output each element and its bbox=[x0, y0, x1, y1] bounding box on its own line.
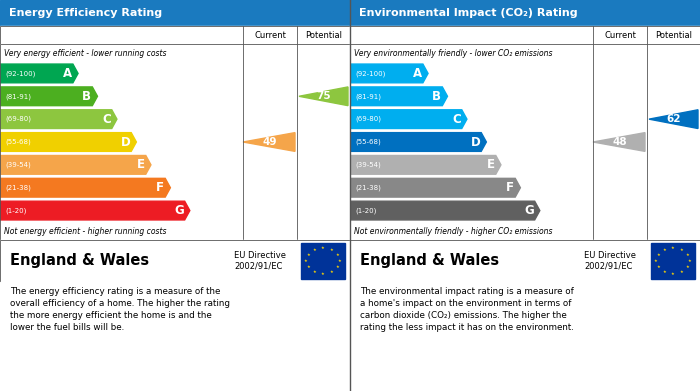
Text: ★: ★ bbox=[654, 259, 658, 263]
Text: England & Wales: England & Wales bbox=[360, 253, 500, 269]
Text: G: G bbox=[174, 204, 183, 217]
Text: The environmental impact rating is a measure of
a home's impact on the environme: The environmental impact rating is a mea… bbox=[360, 287, 575, 332]
Text: ★: ★ bbox=[663, 248, 666, 252]
Polygon shape bbox=[0, 110, 117, 129]
Text: ★: ★ bbox=[321, 272, 325, 276]
Text: B: B bbox=[83, 90, 91, 103]
Text: ★: ★ bbox=[304, 259, 308, 263]
Text: Very energy efficient - lower running costs: Very energy efficient - lower running co… bbox=[4, 48, 167, 57]
Text: Current: Current bbox=[254, 30, 286, 39]
Polygon shape bbox=[350, 110, 467, 129]
Text: ★: ★ bbox=[330, 248, 333, 252]
Polygon shape bbox=[0, 156, 151, 174]
Text: (92-100): (92-100) bbox=[5, 70, 36, 77]
Bar bbox=[651, 243, 694, 279]
Text: 49: 49 bbox=[262, 137, 277, 147]
Text: (39-54): (39-54) bbox=[355, 161, 381, 168]
Polygon shape bbox=[0, 178, 170, 197]
Text: ★: ★ bbox=[680, 248, 683, 252]
Text: A: A bbox=[413, 67, 422, 80]
Text: Very environmentally friendly - lower CO₂ emissions: Very environmentally friendly - lower CO… bbox=[354, 48, 552, 57]
Polygon shape bbox=[0, 201, 190, 220]
Polygon shape bbox=[0, 64, 78, 83]
Polygon shape bbox=[649, 110, 698, 129]
Text: (1-20): (1-20) bbox=[5, 207, 27, 214]
Text: (69-80): (69-80) bbox=[5, 116, 31, 122]
Text: E: E bbox=[136, 158, 145, 171]
Text: ★: ★ bbox=[330, 270, 333, 274]
Text: ★: ★ bbox=[663, 270, 666, 274]
Text: ★: ★ bbox=[685, 253, 690, 257]
Text: The energy efficiency rating is a measure of the
overall efficiency of a home. T: The energy efficiency rating is a measur… bbox=[10, 287, 230, 332]
Text: ★: ★ bbox=[671, 246, 675, 250]
Text: ★: ★ bbox=[313, 270, 316, 274]
Polygon shape bbox=[350, 133, 486, 151]
Text: (92-100): (92-100) bbox=[355, 70, 386, 77]
Text: 75: 75 bbox=[316, 91, 331, 101]
Text: (21-38): (21-38) bbox=[355, 185, 381, 191]
Text: ★: ★ bbox=[335, 265, 340, 269]
Polygon shape bbox=[243, 133, 295, 151]
Text: C: C bbox=[102, 113, 111, 126]
Text: D: D bbox=[120, 136, 130, 149]
Text: B: B bbox=[433, 90, 441, 103]
Text: A: A bbox=[63, 67, 72, 80]
Text: 48: 48 bbox=[612, 137, 627, 147]
Text: (39-54): (39-54) bbox=[5, 161, 31, 168]
Text: Not environmentally friendly - higher CO₂ emissions: Not environmentally friendly - higher CO… bbox=[354, 226, 552, 235]
Text: (21-38): (21-38) bbox=[5, 185, 31, 191]
Text: G: G bbox=[524, 204, 533, 217]
Polygon shape bbox=[299, 87, 348, 106]
Polygon shape bbox=[0, 133, 136, 151]
Text: ★: ★ bbox=[307, 253, 310, 257]
Text: (55-68): (55-68) bbox=[5, 139, 31, 145]
Text: (81-91): (81-91) bbox=[355, 93, 381, 100]
Text: E: E bbox=[486, 158, 495, 171]
Text: Environmental Impact (CO₂) Rating: Environmental Impact (CO₂) Rating bbox=[358, 8, 578, 18]
Text: ★: ★ bbox=[685, 265, 690, 269]
Text: ★: ★ bbox=[657, 253, 660, 257]
Text: (55-68): (55-68) bbox=[355, 139, 381, 145]
Text: Energy Efficiency Rating: Energy Efficiency Rating bbox=[8, 8, 162, 18]
Text: ★: ★ bbox=[321, 246, 325, 250]
Text: Current: Current bbox=[604, 30, 636, 39]
Polygon shape bbox=[0, 87, 97, 106]
Text: ★: ★ bbox=[657, 265, 660, 269]
Text: ★: ★ bbox=[680, 270, 683, 274]
Text: England & Wales: England & Wales bbox=[10, 253, 150, 269]
Text: D: D bbox=[470, 136, 480, 149]
Text: ★: ★ bbox=[688, 259, 692, 263]
Text: ★: ★ bbox=[307, 265, 310, 269]
Text: (1-20): (1-20) bbox=[355, 207, 377, 214]
Text: F: F bbox=[156, 181, 164, 194]
Text: ★: ★ bbox=[313, 248, 316, 252]
Text: 62: 62 bbox=[666, 114, 680, 124]
Text: Not energy efficient - higher running costs: Not energy efficient - higher running co… bbox=[4, 226, 167, 235]
Text: ★: ★ bbox=[335, 253, 340, 257]
Text: (69-80): (69-80) bbox=[355, 116, 381, 122]
Text: EU Directive
2002/91/EC: EU Directive 2002/91/EC bbox=[584, 251, 636, 271]
Polygon shape bbox=[350, 64, 428, 83]
Polygon shape bbox=[350, 201, 540, 220]
Polygon shape bbox=[350, 156, 501, 174]
Polygon shape bbox=[350, 178, 520, 197]
Text: Potential: Potential bbox=[305, 30, 342, 39]
Bar bbox=[301, 243, 344, 279]
Text: F: F bbox=[506, 181, 514, 194]
Polygon shape bbox=[593, 133, 645, 151]
Text: ★: ★ bbox=[671, 272, 675, 276]
Text: Potential: Potential bbox=[655, 30, 692, 39]
Text: C: C bbox=[452, 113, 461, 126]
Text: ★: ★ bbox=[338, 259, 342, 263]
Text: EU Directive
2002/91/EC: EU Directive 2002/91/EC bbox=[234, 251, 286, 271]
Text: (81-91): (81-91) bbox=[5, 93, 31, 100]
Polygon shape bbox=[350, 87, 447, 106]
